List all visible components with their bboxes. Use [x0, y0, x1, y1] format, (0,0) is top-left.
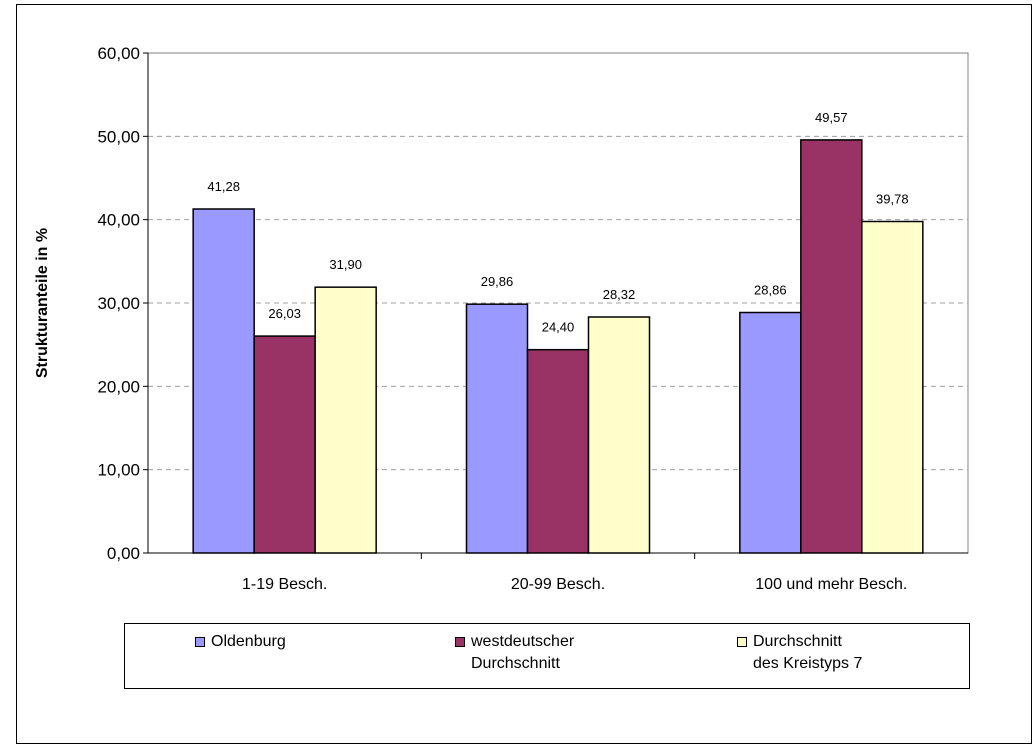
bar — [587, 316, 651, 554]
legend-label-kreistyp-7: Durchschnitt des Kreistyps 7 — [753, 633, 863, 672]
legend: Oldenburg westdeutscher Durchschnitt Dur… — [124, 623, 970, 689]
bar — [314, 286, 377, 554]
data-label: 28,86 — [754, 283, 787, 298]
data-label: 28,32 — [603, 287, 636, 302]
bar — [526, 348, 590, 554]
data-label: 31,90 — [329, 257, 362, 272]
data-label: 41,28 — [207, 179, 240, 194]
legend-swatch-kreistyp-7 — [737, 637, 747, 647]
y-axis-title: Strukturanteile in % — [34, 228, 51, 378]
x-category-label: 1-19 Besch. — [242, 576, 327, 593]
data-label: 49,57 — [815, 110, 848, 125]
legend-label-westdeutscher-durchschnitt: westdeutscher Durchschnitt — [471, 633, 575, 672]
legend-swatch-oldenburg — [195, 637, 205, 647]
bar — [739, 311, 802, 554]
data-label: 29,86 — [481, 274, 514, 289]
bar — [253, 335, 316, 554]
bar — [800, 139, 863, 554]
data-label: 26,03 — [268, 306, 301, 321]
legend-label-oldenburg: Oldenburg — [211, 633, 286, 650]
bar — [192, 208, 255, 554]
legend-swatch-westdeutscher-durchschnitt — [455, 637, 465, 647]
y-tick-label: 30,00 — [97, 294, 140, 313]
x-category-label: 20-99 Besch. — [511, 576, 605, 593]
bar — [465, 303, 529, 554]
bar — [861, 220, 924, 554]
y-tick-label: 20,00 — [97, 377, 140, 396]
y-tick-label: 60,00 — [97, 44, 140, 63]
y-tick-label: 50,00 — [97, 127, 140, 146]
y-tick-label: 10,00 — [97, 461, 140, 480]
y-tick-label: 40,00 — [97, 211, 140, 230]
data-label: 39,78 — [876, 192, 909, 207]
data-label: 24,40 — [542, 320, 575, 335]
x-category-label: 100 und mehr Besch. — [755, 576, 907, 593]
y-tick-label: 0,00 — [107, 544, 140, 563]
